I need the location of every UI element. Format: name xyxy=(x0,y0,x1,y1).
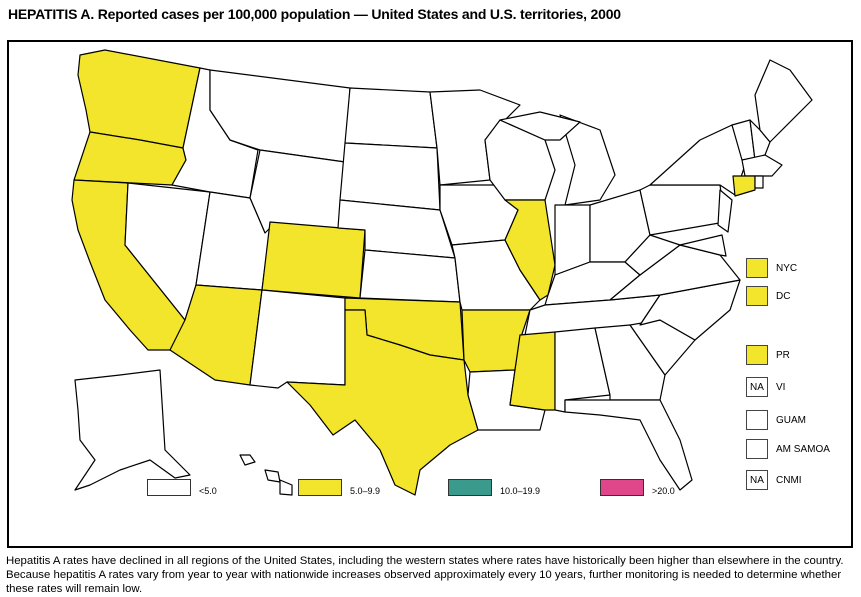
state-mi xyxy=(499,111,581,141)
territory-nyc: NYC xyxy=(746,258,797,278)
legend-swatch xyxy=(147,479,191,496)
state-nj xyxy=(717,189,733,233)
map-frame xyxy=(7,40,853,548)
territory-swatch xyxy=(746,439,768,459)
state-nh xyxy=(749,119,771,161)
territory-label: NYC xyxy=(776,262,798,274)
territory-vi: NA VI xyxy=(746,377,785,397)
legend-label: <5.0 xyxy=(199,486,217,496)
state-ct xyxy=(732,175,756,197)
state-fl xyxy=(564,399,693,491)
territory-label: DC xyxy=(776,290,791,302)
territory-cnmi: NA CNMI xyxy=(746,470,802,490)
territory-label: CNMI xyxy=(776,474,802,486)
legend-label: >20.0 xyxy=(652,486,675,496)
legend-item-ge20: >20.0 xyxy=(600,479,675,496)
territory-pr: PR xyxy=(746,345,790,365)
territory-swatch: NA xyxy=(746,377,768,397)
state-ri xyxy=(754,175,764,189)
territory-swatch xyxy=(746,286,768,306)
legend-swatch xyxy=(600,479,644,496)
legend-label: 5.0–9.9 xyxy=(350,486,381,496)
state-hi xyxy=(264,469,281,483)
state-ny xyxy=(649,124,746,196)
state-tx xyxy=(286,309,479,496)
state-sd xyxy=(339,142,441,211)
state-nd xyxy=(344,87,438,149)
footnote: Hepatitis A rates have declined in all r… xyxy=(6,555,844,595)
territory-label: PR xyxy=(776,349,790,361)
legend-item-lt5: <5.0 xyxy=(147,479,217,496)
legend-label: 10.0–19.9 xyxy=(500,486,541,496)
territory-label: GUAM xyxy=(776,414,806,426)
territory-label: AM SAMOA xyxy=(776,443,830,455)
legend-swatch xyxy=(298,479,342,496)
territory-swatch xyxy=(746,410,768,430)
state-ks xyxy=(359,249,461,303)
territory-dc: DC xyxy=(746,286,790,306)
state-pa xyxy=(639,184,726,236)
territory-guam: GUAM xyxy=(746,410,806,430)
territory-label: VI xyxy=(776,381,786,393)
state-md xyxy=(679,234,727,257)
territory-swatch: NA xyxy=(746,470,768,490)
state-hi xyxy=(279,479,293,496)
map-title: HEPATITIS A. Reported cases per 100,000 … xyxy=(8,6,621,22)
state-me xyxy=(754,59,813,143)
territory-am-samoa: AM SAMOA xyxy=(746,439,830,459)
state-nm xyxy=(249,289,346,389)
state-ma xyxy=(741,154,783,177)
legend-item-5-9: 5.0–9.9 xyxy=(298,479,380,496)
state-il xyxy=(504,199,556,301)
territory-swatch xyxy=(746,345,768,365)
state-hi xyxy=(239,454,256,466)
state-mi xyxy=(559,114,616,206)
state-co xyxy=(261,221,366,299)
state-ak xyxy=(74,369,191,491)
territory-swatch xyxy=(746,258,768,278)
legend-swatch xyxy=(448,479,492,496)
legend-item-10-19: 10.0–19.9 xyxy=(448,479,540,496)
